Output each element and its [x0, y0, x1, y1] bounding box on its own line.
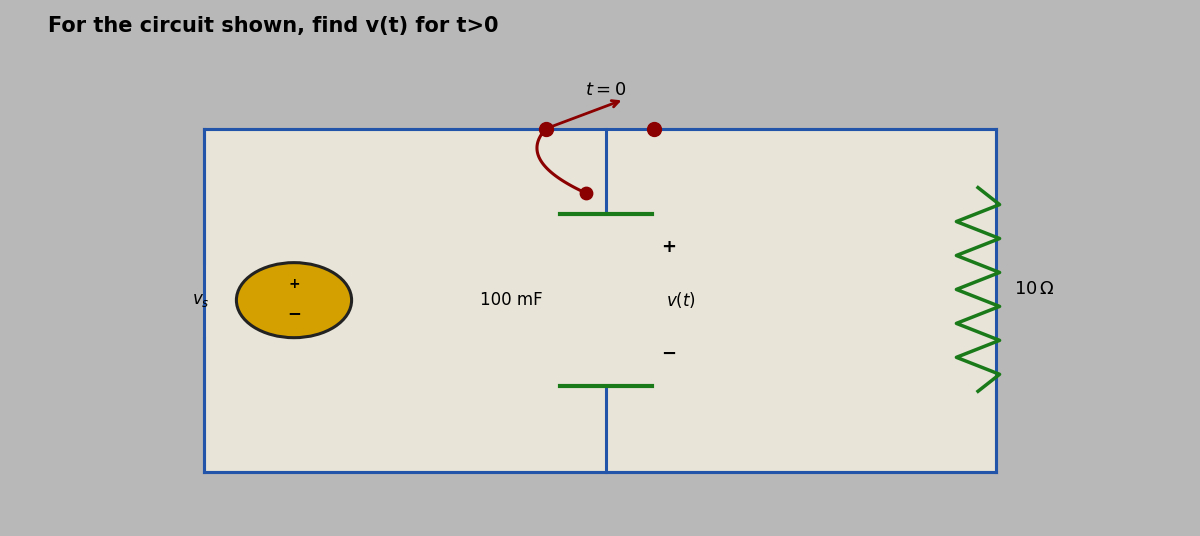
Text: −: −: [287, 304, 301, 322]
Point: [536, 124, 556, 133]
Text: $v_s$: $v_s$: [192, 291, 210, 309]
Text: $10\,\Omega$: $10\,\Omega$: [1014, 280, 1055, 299]
Point: [644, 124, 664, 133]
Text: For the circuit shown, find v(t) for t>0: For the circuit shown, find v(t) for t>0: [48, 16, 498, 36]
Text: +: +: [661, 237, 677, 256]
Text: $v(t)$: $v(t)$: [666, 290, 696, 310]
FancyBboxPatch shape: [204, 129, 996, 472]
Point: [576, 189, 595, 197]
Ellipse shape: [236, 263, 352, 338]
Text: −: −: [661, 345, 677, 363]
Text: 100 mF: 100 mF: [480, 291, 542, 309]
Text: $t = 0$: $t = 0$: [586, 81, 626, 99]
Text: +: +: [288, 278, 300, 292]
